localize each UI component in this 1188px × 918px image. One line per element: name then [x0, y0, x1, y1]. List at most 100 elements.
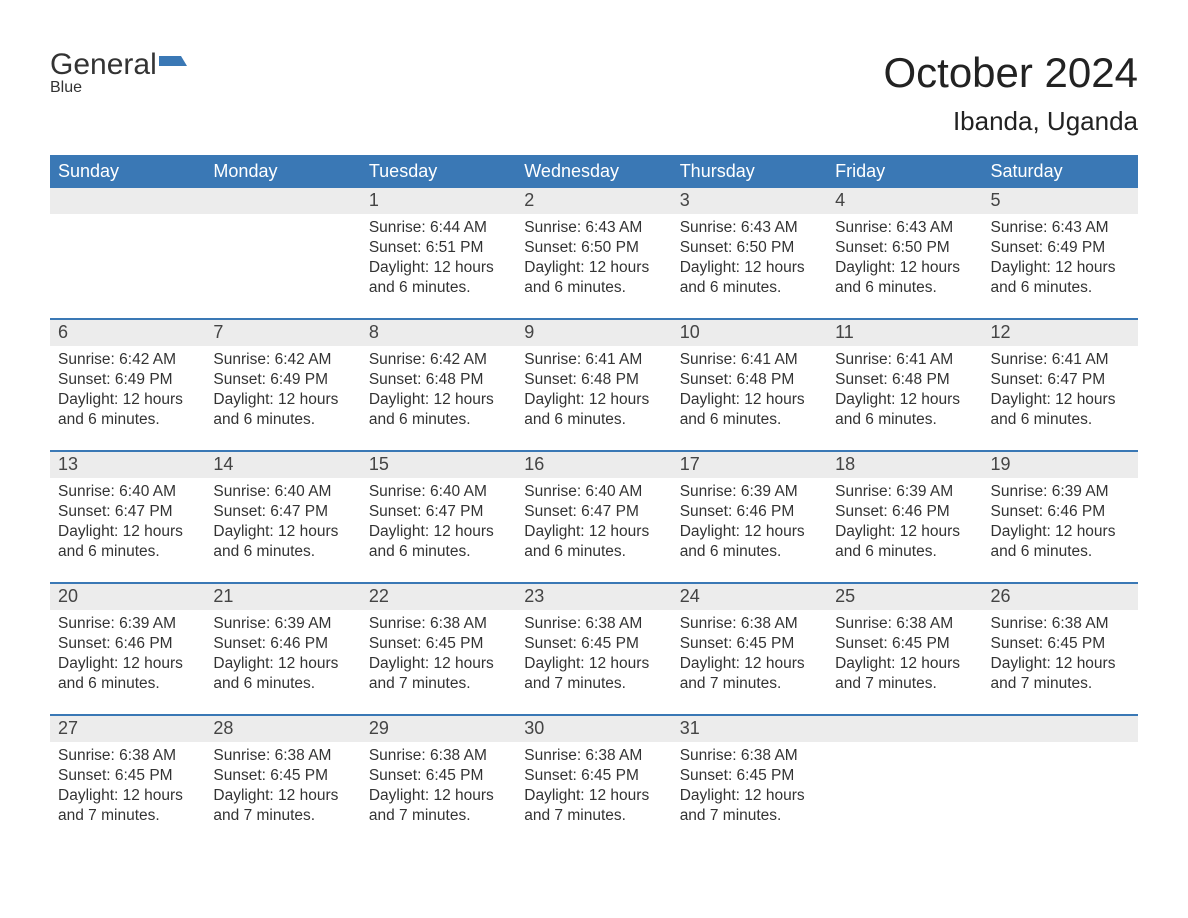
daylight-text: Daylight: 12 hours and 6 minutes.	[991, 522, 1130, 562]
daylight-text: Daylight: 12 hours and 6 minutes.	[680, 522, 819, 562]
day-cell: 16Sunrise: 6:40 AMSunset: 6:47 PMDayligh…	[516, 452, 671, 582]
day-number: 13	[50, 452, 205, 478]
daylight-text: Daylight: 12 hours and 6 minutes.	[835, 522, 974, 562]
day-details: Sunrise: 6:39 AMSunset: 6:46 PMDaylight:…	[983, 478, 1138, 575]
day-cell: 23Sunrise: 6:38 AMSunset: 6:45 PMDayligh…	[516, 584, 671, 714]
day-number: 1	[361, 188, 516, 214]
day-cell-empty	[205, 188, 360, 318]
day-number: 11	[827, 320, 982, 346]
sunrise-text: Sunrise: 6:39 AM	[58, 614, 197, 634]
day-number: 3	[672, 188, 827, 214]
sunset-text: Sunset: 6:47 PM	[524, 502, 663, 522]
sunset-text: Sunset: 6:46 PM	[680, 502, 819, 522]
weekday-header-cell: Wednesday	[516, 155, 671, 188]
day-number: 28	[205, 716, 360, 742]
day-number	[983, 716, 1138, 742]
day-details: Sunrise: 6:40 AMSunset: 6:47 PMDaylight:…	[50, 478, 205, 575]
weeks-container: 1Sunrise: 6:44 AMSunset: 6:51 PMDaylight…	[50, 188, 1138, 846]
day-cell: 22Sunrise: 6:38 AMSunset: 6:45 PMDayligh…	[361, 584, 516, 714]
day-cell: 17 Sunrise: 6:39 AMSunset: 6:46 PMDayligh…	[672, 452, 827, 582]
day-details: Sunrise: 6:42 AMSunset: 6:49 PMDaylight:…	[50, 346, 205, 443]
sunset-text: Sunset: 6:47 PM	[369, 502, 508, 522]
calendar-grid: SundayMondayTuesdayWednesdayThursdayFrid…	[50, 155, 1138, 846]
day-details: Sunrise: 6:39 AMSunset: 6:46 PMDaylight:…	[827, 478, 982, 575]
brand-logo: General Blue	[50, 50, 187, 96]
day-cell: 20Sunrise: 6:39 AMSunset: 6:46 PMDayligh…	[50, 584, 205, 714]
day-number: 2	[516, 188, 671, 214]
sunset-text: Sunset: 6:45 PM	[369, 634, 508, 654]
day-cell-empty	[983, 716, 1138, 846]
day-number: 10	[672, 320, 827, 346]
day-number: 12	[983, 320, 1138, 346]
weekday-header-cell: Monday	[205, 155, 360, 188]
day-details: Sunrise: 6:38 AMSunset: 6:45 PMDaylight:…	[516, 742, 671, 839]
sunrise-text: Sunrise: 6:38 AM	[680, 614, 819, 634]
daylight-text: Daylight: 12 hours and 6 minutes.	[369, 258, 508, 298]
day-cell: 1Sunrise: 6:44 AMSunset: 6:51 PMDaylight…	[361, 188, 516, 318]
sunrise-text: Sunrise: 6:38 AM	[680, 746, 819, 766]
day-cell: 7Sunrise: 6:42 AMSunset: 6:49 PMDaylight…	[205, 320, 360, 450]
sunset-text: Sunset: 6:45 PM	[835, 634, 974, 654]
daylight-text: Daylight: 12 hours and 7 minutes.	[524, 786, 663, 826]
day-cell: 6Sunrise: 6:42 AMSunset: 6:49 PMDaylight…	[50, 320, 205, 450]
daylight-text: Daylight: 12 hours and 6 minutes.	[369, 390, 508, 430]
day-details: Sunrise: 6:41 AMSunset: 6:48 PMDaylight:…	[516, 346, 671, 443]
sunrise-text: Sunrise: 6:42 AM	[213, 350, 352, 370]
day-number: 22	[361, 584, 516, 610]
day-cell: 11Sunrise: 6:41 AMSunset: 6:48 PMDayligh…	[827, 320, 982, 450]
sunset-text: Sunset: 6:50 PM	[835, 238, 974, 258]
day-cell: 30Sunrise: 6:38 AMSunset: 6:45 PMDayligh…	[516, 716, 671, 846]
day-number: 17	[672, 452, 827, 478]
sunrise-text: Sunrise: 6:38 AM	[991, 614, 1130, 634]
sunrise-text: Sunrise: 6:39 AM	[835, 482, 974, 502]
day-details: Sunrise: 6:38 AMSunset: 6:45 PMDaylight:…	[672, 610, 827, 707]
day-number: 14	[205, 452, 360, 478]
sunset-text: Sunset: 6:49 PM	[58, 370, 197, 390]
day-details: Sunrise: 6:40 AMSunset: 6:47 PMDaylight:…	[516, 478, 671, 575]
day-details: Sunrise: 6:43 AMSunset: 6:49 PMDaylight:…	[983, 214, 1138, 311]
day-cell: 27Sunrise: 6:38 AMSunset: 6:45 PMDayligh…	[50, 716, 205, 846]
daylight-text: Daylight: 12 hours and 6 minutes.	[524, 522, 663, 562]
sunset-text: Sunset: 6:47 PM	[213, 502, 352, 522]
daylight-text: Daylight: 12 hours and 6 minutes.	[991, 390, 1130, 430]
sunrise-text: Sunrise: 6:43 AM	[680, 218, 819, 238]
sunrise-text: Sunrise: 6:38 AM	[369, 614, 508, 634]
day-number: 18	[827, 452, 982, 478]
sunset-text: Sunset: 6:48 PM	[835, 370, 974, 390]
day-number	[205, 188, 360, 214]
day-number: 16	[516, 452, 671, 478]
day-number: 26	[983, 584, 1138, 610]
calendar-page: General Blue October 2024 Ibanda, Uganda…	[0, 0, 1188, 876]
sunrise-text: Sunrise: 6:39 AM	[680, 482, 819, 502]
day-cell-empty	[50, 188, 205, 318]
sunset-text: Sunset: 6:48 PM	[524, 370, 663, 390]
page-header: General Blue October 2024 Ibanda, Uganda	[50, 50, 1138, 137]
daylight-text: Daylight: 12 hours and 7 minutes.	[835, 654, 974, 694]
sunset-text: Sunset: 6:50 PM	[680, 238, 819, 258]
day-cell: 13Sunrise: 6:40 AMSunset: 6:47 PMDayligh…	[50, 452, 205, 582]
day-details: Sunrise: 6:44 AMSunset: 6:51 PMDaylight:…	[361, 214, 516, 311]
day-details: Sunrise: 6:41 AMSunset: 6:48 PMDaylight:…	[827, 346, 982, 443]
day-details: Sunrise: 6:41 AMSunset: 6:48 PMDaylight:…	[672, 346, 827, 443]
daylight-text: Daylight: 12 hours and 6 minutes.	[835, 390, 974, 430]
sunset-text: Sunset: 6:45 PM	[369, 766, 508, 786]
sunset-text: Sunset: 6:45 PM	[524, 634, 663, 654]
daylight-text: Daylight: 12 hours and 7 minutes.	[991, 654, 1130, 694]
weekday-header-cell: Friday	[827, 155, 982, 188]
sunrise-text: Sunrise: 6:39 AM	[213, 614, 352, 634]
daylight-text: Daylight: 12 hours and 6 minutes.	[213, 654, 352, 694]
sunset-text: Sunset: 6:47 PM	[991, 370, 1130, 390]
sunrise-text: Sunrise: 6:40 AM	[213, 482, 352, 502]
day-details: Sunrise: 6:39 AMSunset: 6:46 PMDaylight:…	[205, 610, 360, 707]
sunrise-text: Sunrise: 6:41 AM	[680, 350, 819, 370]
day-cell: 12Sunrise: 6:41 AMSunset: 6:47 PMDayligh…	[983, 320, 1138, 450]
daylight-text: Daylight: 12 hours and 6 minutes.	[524, 258, 663, 298]
sunset-text: Sunset: 6:45 PM	[524, 766, 663, 786]
week-row: 13Sunrise: 6:40 AMSunset: 6:47 PMDayligh…	[50, 450, 1138, 582]
daylight-text: Daylight: 12 hours and 6 minutes.	[680, 258, 819, 298]
daylight-text: Daylight: 12 hours and 6 minutes.	[58, 654, 197, 694]
day-number	[827, 716, 982, 742]
daylight-text: Daylight: 12 hours and 6 minutes.	[369, 522, 508, 562]
daylight-text: Daylight: 12 hours and 6 minutes.	[835, 258, 974, 298]
sunrise-text: Sunrise: 6:43 AM	[991, 218, 1130, 238]
